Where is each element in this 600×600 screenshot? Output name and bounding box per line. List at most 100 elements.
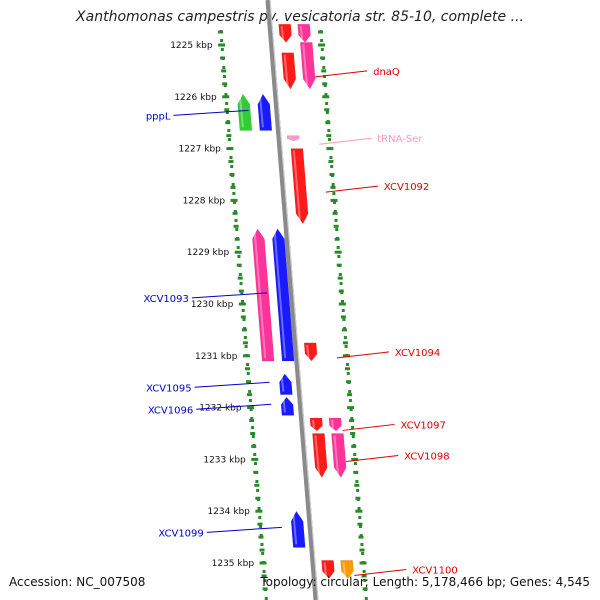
gene-pppL [257,93,273,131]
accession-text: Accession: NC_007508 [9,575,146,589]
gene-XCV1094 [303,342,318,362]
ring-dot-right [351,426,355,429]
ring-dot-right [320,39,324,42]
ring-tick-right [338,289,344,293]
ring-tick-right [322,82,328,86]
ring-dot-right [351,435,355,438]
gene-label-XCV1092: XCV1092 [384,182,429,193]
ring-dot-left [259,534,263,537]
ring-tick-right [321,69,327,73]
label-leader [206,526,282,533]
ring-tick-left [262,587,268,591]
ring-tick-left [230,185,236,189]
ring-dot-right [332,192,336,195]
ring-tick-right [329,173,335,176]
topology-text: Topology: circular; Length: 5,178,466 bp… [260,575,590,589]
ring-tick-right [338,302,346,306]
ring-dot-right [335,228,339,231]
ring-dot-left [257,507,261,510]
kbp-tick-label: 1232 kbp [199,404,242,414]
ring-dot-right [359,534,363,537]
gene-shine [306,344,310,359]
ring-dot-left [260,543,264,546]
label-leader [336,351,389,359]
ring-dot-left [234,219,238,222]
ring-tick-left [237,276,243,280]
gene-XCV1097 [309,417,323,432]
ring-dot-right [323,75,326,78]
ring-tick-left [253,470,259,474]
gene-shine [292,513,298,545]
gene-XCV1093-m [252,228,275,362]
ring-dot-right [348,399,352,402]
ring-dot-right [360,543,364,546]
gene-XCV1100 [321,560,335,579]
ring-tick-left [242,341,248,345]
ring-tick-left [247,406,255,410]
ring-dot-left [241,300,244,303]
ring-dot-right [363,579,367,582]
ring-tick-right [342,354,350,358]
ring-dot-right [320,48,324,51]
kbp-tick-label: 1227 kbp [178,145,221,155]
gene-label-XCV1095: XCV1095 [146,383,191,394]
ring-tick-left [230,198,238,202]
ring-dot-right [353,462,357,465]
feature-layer [237,24,354,579]
ring-dot-left [223,75,226,78]
ring-dot-left [222,66,226,69]
ring-dot-left [224,93,228,96]
kbp-tick-label: 1226 kbp [174,93,217,103]
ring-tick-right [322,95,330,99]
ring-dot-right [338,273,342,276]
ring-tick-right [346,380,352,384]
ring-tick-left [251,444,257,448]
kbp-tick-label: 1225 kbp [170,41,213,51]
kbp-tick-label: 1233 kbp [203,455,246,465]
ring-tick-right [330,185,336,189]
ring-dot-right [331,183,335,186]
ring-dot-left [246,363,250,366]
ring-tick-right [330,198,338,202]
label-leader [173,109,249,116]
ring-tick-right [351,457,359,461]
gene-shine [280,375,285,392]
gene-pppL-green [237,93,253,131]
ring-tick-right [334,237,340,241]
gene-label-pppL: pppL [146,111,171,122]
ring-tick-left [261,574,267,578]
map-title: Xanthomonas campestris pv. vesicatoria s… [76,9,524,25]
gene-shine [311,419,315,429]
ring-dot-left [248,390,252,393]
ring-tick-right [337,276,343,280]
ring-dot-left [251,426,255,429]
gene-shine [280,26,285,40]
ring-tick-right [318,43,326,47]
ring-dot-right [334,219,338,222]
ring-dot-left [262,570,266,573]
gene-shine [253,230,267,359]
gene-shine [299,26,304,40]
ring-tick-right [334,250,342,254]
label-leader [342,423,395,431]
ring-dot-left [228,138,232,141]
ring-dot-right [356,489,360,492]
ring-dot-left [236,246,240,249]
ring-tick-left [224,108,230,112]
ring-tick-left [226,134,232,138]
ring-tick-right [345,367,350,371]
gene-XCV1097-m [328,417,342,432]
ring-tick-left [257,522,263,526]
kbp-tick-label: 1234 kbp [207,507,250,517]
ring-tick-right [320,56,326,60]
ring-dot-right [333,201,337,204]
gene-XCV1098-m [331,433,347,479]
ring-dot-right [342,318,346,321]
kbp-tick-label: 1228 kbp [183,196,226,206]
label-layer: 1225 kbp 1226 kbp 1227 kbp 1228 kbp 1229 kbp… [143,41,457,576]
ring-dot-right [337,255,341,258]
ring-dot-left [251,435,255,438]
ring-dot-right [353,453,357,456]
gene-label-dnaQ: dnaQ [373,67,400,78]
ring-dot-left [229,156,233,159]
